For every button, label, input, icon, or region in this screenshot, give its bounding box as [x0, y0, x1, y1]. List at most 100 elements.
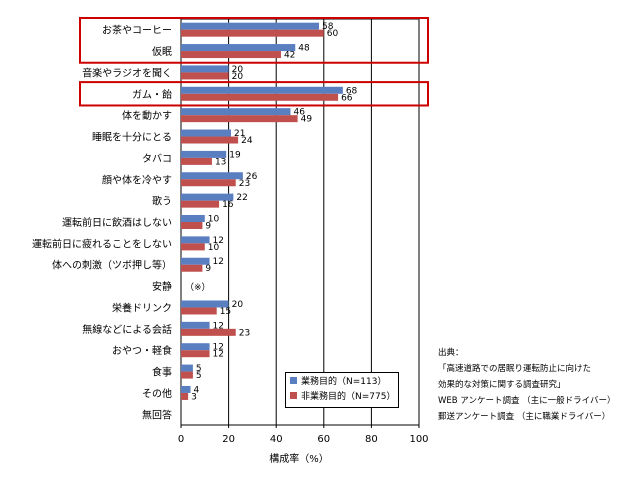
data-label: 19 [229, 150, 241, 160]
highlight-box [79, 17, 429, 64]
bar-business [181, 22, 320, 30]
data-label: 12 [213, 321, 224, 331]
data-label: 68 [346, 86, 358, 96]
special-label: （※） [185, 282, 211, 293]
bar-business [181, 321, 210, 329]
bar-non-business [181, 328, 236, 336]
data-label: 10 [208, 243, 220, 253]
category-label: 睡眠を十分にとる [92, 131, 172, 144]
category-label: 無線などによる会話 [82, 323, 172, 336]
source-line: 効果的な対策に関する調査研究」 [438, 380, 566, 390]
bar-non-business [181, 115, 298, 123]
x-tick-label: 100 [409, 434, 428, 445]
legend-item-non-business: 非業務目的（N=775） [286, 388, 398, 403]
data-label: 16 [222, 200, 234, 210]
category-label: 安静 [152, 280, 172, 293]
bar-non-business [181, 243, 205, 251]
bar-non-business [181, 371, 193, 379]
bar-business [181, 364, 193, 372]
data-label: 13 [215, 157, 226, 167]
data-label: 12 [213, 257, 224, 267]
x-tick-label: 40 [270, 434, 283, 445]
data-label: 15 [220, 307, 231, 317]
bar-non-business [181, 264, 203, 272]
legend: 業務目的（N=113） 非業務目的（N=775） [285, 372, 399, 408]
data-label: 12 [213, 343, 224, 353]
category-label: 体を動かす [122, 109, 172, 122]
data-label: 5 [196, 371, 202, 381]
x-tick-label: 80 [365, 434, 378, 445]
data-label: 9 [205, 222, 211, 232]
data-label: 26 [246, 172, 258, 182]
category-label: ガム・飴 [132, 88, 172, 101]
bar-business [181, 108, 291, 116]
bar-business [181, 343, 210, 351]
source-line: 郵送アンケート調査 （主に職業ドライバー） [438, 412, 611, 422]
category-label: 運転前日に疲れることをしない [32, 237, 172, 250]
data-label: 12 [213, 236, 224, 246]
category-label: その他 [142, 387, 172, 400]
data-label: 3 [191, 392, 197, 402]
category-label: 音楽やラジオを聞く [82, 66, 172, 79]
legend-item-business: 業務目的（N=113） [286, 373, 398, 388]
category-label: 歌う [152, 195, 172, 208]
legend-label-business: 業務目的（N=113） [301, 377, 387, 387]
bar-business [181, 86, 343, 94]
bar-non-business [181, 392, 189, 400]
bar-non-business [181, 222, 203, 229]
data-label: 24 [241, 136, 253, 146]
data-label: 42 [284, 51, 295, 61]
data-label: 58 [322, 22, 334, 32]
x-axis-title: 構成率（%） [269, 452, 329, 465]
bar-business [181, 172, 243, 180]
legend-label-non-business: 非業務目的（N=775） [301, 392, 396, 402]
bar-business [181, 193, 234, 201]
category-label: 顔や体を冷やす [102, 173, 172, 186]
bar-business [181, 385, 191, 393]
data-label: 10 [208, 215, 220, 225]
bar-non-business [181, 72, 229, 80]
bar-business [181, 215, 205, 222]
x-tick-label: 20 [222, 434, 235, 445]
data-label: 12 [213, 350, 224, 360]
data-label: 23 [239, 328, 250, 338]
bar-non-business [181, 93, 339, 101]
bar-non-business [181, 157, 212, 165]
bar-business [181, 257, 210, 265]
data-label: 49 [301, 115, 313, 125]
source-note: 出典： 「高速道路での居眠り運転防止に向けた 効果的な対策に関する調査研究」 W… [438, 345, 638, 425]
source-line: WEB アンケート調査 （主に一般ドライバー） [438, 396, 616, 406]
bar-business [181, 44, 296, 52]
bar-business [181, 150, 227, 158]
data-label: 23 [239, 179, 250, 189]
bar-non-business [181, 350, 210, 358]
bar-non-business [181, 29, 324, 37]
data-label: 20 [232, 300, 244, 310]
category-label: 食事 [152, 366, 172, 379]
bar-non-business [181, 179, 236, 187]
source-heading: 出典： [438, 348, 464, 358]
bar-non-business [181, 51, 281, 59]
data-label: 5 [196, 364, 202, 374]
category-label: 体への刺激（ツボ押し等） [52, 259, 172, 272]
category-label: おやつ・軽食 [112, 344, 172, 357]
x-tick-label: 60 [317, 434, 330, 445]
x-axis-ticks: 0 20 40 60 80 100 [178, 425, 429, 445]
bar-business [181, 65, 229, 73]
bar-business [181, 129, 231, 137]
highlight-boxes [79, 17, 429, 107]
category-label: お茶やコーヒー [102, 24, 172, 37]
data-label: 21 [234, 129, 245, 139]
category-label: 運転前日に飲酒はしない [62, 216, 172, 229]
category-label: 無回答 [142, 408, 172, 421]
x-tick-label: 0 [178, 434, 184, 445]
category-labels: お茶やコーヒー仮眠音楽やラジオを聞くガム・飴体を動かす睡眠を十分にとるタバコ顔や… [32, 24, 172, 422]
legend-swatch-business [290, 377, 297, 384]
data-label: 46 [293, 108, 305, 118]
data-label: 60 [327, 29, 339, 39]
bars: 5860484220206866464921241913262322161091… [181, 22, 358, 402]
category-label: 栄養ドリンク [112, 301, 172, 314]
data-label: 20 [232, 65, 244, 75]
data-label: 22 [236, 193, 247, 203]
bar-non-business [181, 200, 220, 208]
